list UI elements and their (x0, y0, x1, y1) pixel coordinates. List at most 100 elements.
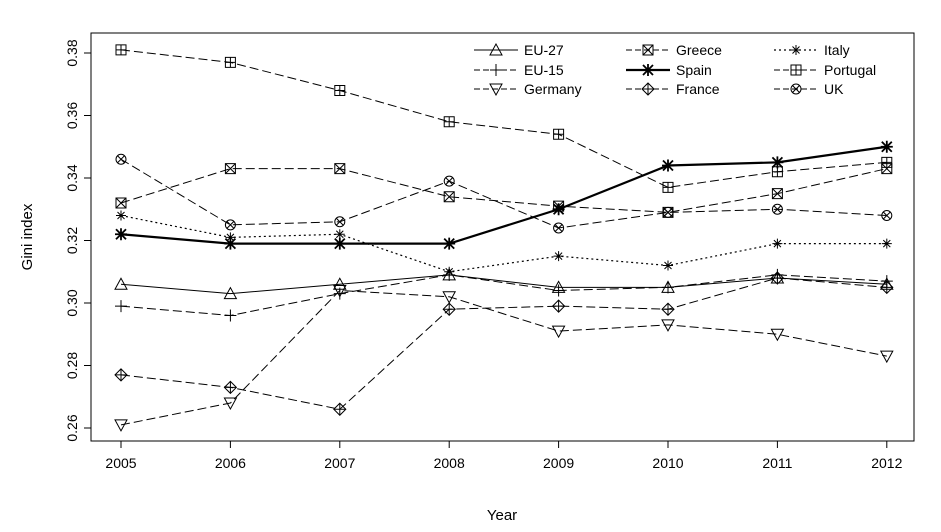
point-greece-2005 (115, 197, 127, 209)
point-france-2009 (551, 299, 566, 313)
point-france-2008 (442, 302, 456, 316)
point-france-2007 (333, 402, 347, 416)
legend-marker-uk (790, 83, 802, 95)
point-italy-2007 (334, 229, 345, 240)
y-tick-label-0.26: 0.26 (64, 414, 80, 441)
x-axis-title: Year (487, 507, 517, 524)
legend-label-portugal: Portugal (824, 62, 876, 78)
x-tick-label-2010: 2010 (652, 455, 683, 471)
y-tick-label-0.30: 0.30 (64, 289, 80, 316)
point-portugal-2011 (771, 166, 783, 178)
legend-entry-portugal: Portugal (774, 62, 876, 78)
point-spain-2011 (771, 156, 784, 169)
y-tick-label-0.34: 0.34 (64, 164, 80, 191)
point-spain-2008 (443, 237, 456, 250)
series-france (114, 271, 894, 416)
x-tick-label-2005: 2005 (105, 455, 136, 471)
point-germany-2011 (770, 328, 785, 342)
point-eu-15-2005 (115, 300, 127, 313)
point-france-2006 (223, 380, 238, 395)
point-portugal-2012 (881, 156, 893, 168)
point-greece-2008 (443, 191, 455, 203)
point-spain-2006 (224, 237, 237, 250)
point-spain-2012 (880, 140, 893, 153)
point-eu-15-2009 (552, 284, 565, 297)
series-spain (115, 140, 893, 250)
x-tick-label-2012: 2012 (871, 455, 902, 471)
legend-marker-portugal (790, 64, 802, 76)
point-eu-15-2006 (224, 309, 237, 322)
point-germany-2006 (223, 397, 238, 411)
y-tick-label-0.38: 0.38 (64, 39, 80, 66)
y-tick-label-0.28: 0.28 (64, 352, 80, 379)
series-line-uk (120, 158, 887, 229)
point-greece-2006 (224, 163, 236, 175)
series-layer (114, 44, 894, 432)
legend-marker-spain (642, 64, 654, 76)
point-portugal-2007 (334, 85, 346, 96)
series-line-eu-15 (120, 274, 887, 317)
y-axis-title: Gini index (19, 203, 36, 270)
x-tick-label-2007: 2007 (324, 455, 355, 471)
point-italy-2006 (225, 232, 236, 243)
series-line-italy (120, 214, 887, 273)
series-line-greece (120, 168, 887, 213)
legend-marker-italy (791, 45, 801, 55)
point-spain-2007 (333, 237, 346, 250)
point-germany-2008 (442, 291, 457, 304)
series-germany (114, 285, 894, 432)
point-uk-2008 (443, 175, 455, 187)
series-line-portugal (120, 49, 887, 188)
legend-entry-greece: Greece (626, 42, 722, 58)
point-france-2010 (661, 302, 675, 316)
point-germany-2009 (551, 325, 566, 339)
legend-label-italy: Italy (824, 42, 850, 58)
legend-label-greece: Greece (676, 42, 722, 58)
point-portugal-2008 (443, 116, 455, 128)
point-uk-2011 (771, 203, 783, 215)
legend-entry-france: France (626, 81, 720, 97)
legend-label-uk: UK (824, 81, 844, 97)
legend-label-germany: Germany (524, 81, 582, 97)
point-uk-2005 (115, 153, 127, 165)
point-germany-2012 (879, 350, 894, 364)
point-spain-2010 (662, 159, 674, 172)
y-tick-label-0.32: 0.32 (64, 227, 80, 254)
legend-label-eu-15: EU-15 (524, 62, 564, 78)
legend-marker-germany (489, 83, 503, 97)
point-uk-2009 (553, 222, 565, 234)
x-tick-label-2008: 2008 (434, 455, 465, 471)
point-france-2012 (880, 280, 894, 295)
point-eu-15-2007 (333, 287, 346, 300)
series-portugal (115, 44, 893, 193)
legend-marker-eu-27 (489, 42, 503, 56)
point-greece-2011 (771, 188, 783, 200)
point-portugal-2010 (662, 181, 674, 193)
point-eu-27-2006 (223, 286, 238, 300)
x-tick-label-2009: 2009 (543, 455, 574, 471)
point-italy-2010 (663, 260, 673, 271)
point-uk-2007 (334, 216, 346, 228)
point-germany-2005 (114, 419, 128, 432)
y-tick-label-0.36: 0.36 (64, 102, 80, 129)
point-italy-2008 (444, 266, 455, 277)
series-line-germany (120, 289, 887, 426)
x-tick-label-2006: 2006 (215, 455, 246, 471)
point-spain-2009 (552, 203, 565, 216)
legend-label-spain: Spain (676, 62, 712, 78)
series-line-spain (120, 145, 887, 245)
series-line-france (120, 277, 887, 410)
point-greece-2007 (334, 163, 346, 175)
legend-marker-eu-15 (490, 64, 502, 76)
point-eu-15-2010 (662, 281, 674, 294)
legend-entry-germany: Germany (474, 81, 582, 97)
legend-label-france: France (676, 81, 720, 97)
point-spain-2005 (115, 228, 127, 241)
point-uk-2012 (881, 210, 893, 221)
legend-marker-france (641, 82, 655, 96)
point-italy-2005 (116, 210, 126, 221)
point-eu-27-2005 (114, 277, 128, 290)
point-germany-2007 (332, 285, 347, 298)
legend: EU-27 EU-15 Germany Greece Spain France Italy P… (474, 42, 876, 97)
